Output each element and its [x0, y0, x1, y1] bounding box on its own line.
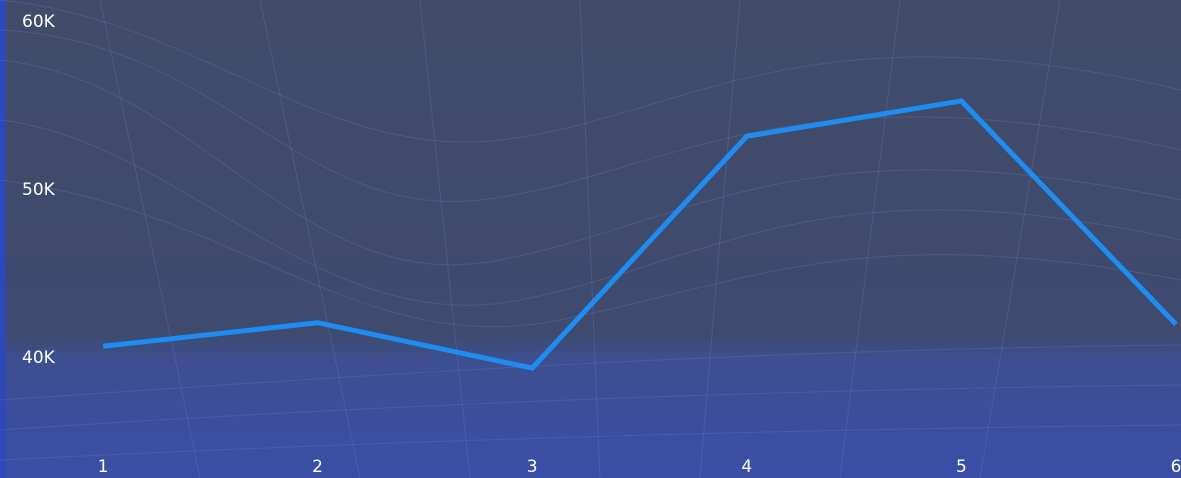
left-edge: [0, 0, 6, 478]
y-tick-label: 50K: [22, 180, 56, 200]
line-series: [102, 98, 1178, 371]
x-tick-label: 3: [527, 457, 538, 477]
x-tick-label: 1: [98, 457, 109, 477]
x-tick-label: 6: [1171, 457, 1181, 477]
x-tick-label: 4: [741, 457, 752, 477]
y-tick-label: 40K: [22, 348, 56, 368]
x-tick-label: 5: [956, 457, 967, 477]
y-tick-label: 60K: [22, 12, 56, 32]
x-tick-label: 2: [312, 457, 323, 477]
